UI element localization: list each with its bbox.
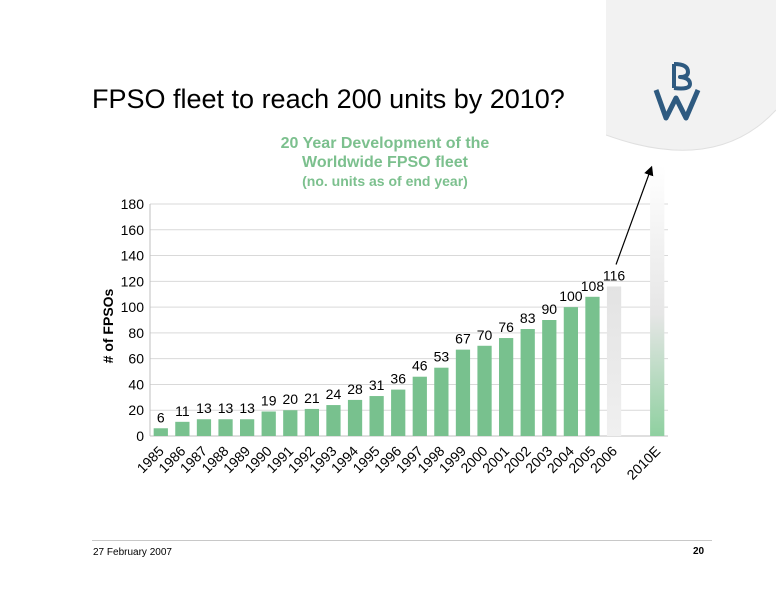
y-tick-label: 160 <box>121 222 145 238</box>
y-tick-label: 120 <box>121 273 145 289</box>
bar-1995 <box>369 396 384 436</box>
data-label-1997: 46 <box>412 358 428 374</box>
data-label-1989: 13 <box>239 400 255 416</box>
data-label-1995: 31 <box>369 377 385 393</box>
data-label-2002: 83 <box>520 310 536 326</box>
bar-1986 <box>175 421 190 436</box>
footer-date: 27 February 2007 <box>93 547 172 558</box>
y-tick-label: 20 <box>128 402 144 418</box>
data-label-1999: 67 <box>455 331 471 347</box>
bar-2004 <box>563 307 578 436</box>
bar-1991 <box>283 410 298 436</box>
y-tick-label: 80 <box>128 325 144 341</box>
data-label-1987: 13 <box>196 400 212 416</box>
slide-title: FPSO fleet to reach 200 units by 2010? <box>92 84 565 114</box>
chart-title-line-2: Worldwide FPSO fleet <box>302 154 468 171</box>
data-label-2005: 108 <box>581 278 605 294</box>
data-label-1985: 6 <box>157 409 165 425</box>
bar-1999 <box>455 349 471 436</box>
chart-subtitle: (no. units as of end year) <box>302 173 468 189</box>
bar-1985 <box>153 428 168 436</box>
data-label-1996: 36 <box>390 371 406 387</box>
bar-2006 <box>606 286 622 436</box>
bar-1993 <box>326 405 341 436</box>
bw-logo <box>653 62 701 121</box>
y-tick-label: 100 <box>121 299 145 315</box>
y-tick-label: 60 <box>128 351 144 367</box>
bar-1988 <box>218 419 233 436</box>
bar-1998 <box>434 367 449 436</box>
bar-1987 <box>196 419 212 436</box>
bar-2002 <box>520 329 535 436</box>
footer-divider <box>92 540 712 541</box>
bar-1990 <box>261 411 276 436</box>
data-label-2004: 100 <box>559 288 583 304</box>
data-label-1986: 11 <box>175 403 190 419</box>
bar-1992 <box>304 408 319 436</box>
y-tick-label: 140 <box>121 248 145 264</box>
bar-1989 <box>240 419 255 436</box>
page-number: 20 <box>693 546 705 557</box>
bar-2003 <box>542 320 557 436</box>
y-tick-label: 180 <box>121 196 145 212</box>
x-tick-label-2010E: 2010E <box>623 443 663 483</box>
data-label-2000: 70 <box>477 327 493 343</box>
data-label-1998: 53 <box>434 349 450 365</box>
data-label-1991: 20 <box>283 391 299 407</box>
bar-2001 <box>499 338 514 436</box>
data-label-1992: 21 <box>304 390 320 406</box>
bar-2000 <box>477 345 492 436</box>
corner-swoosh <box>606 0 776 151</box>
data-label-2006: 116 <box>603 267 626 283</box>
bar-1996 <box>391 389 406 436</box>
y-tick-label: 0 <box>136 428 144 444</box>
data-label-2003: 90 <box>542 301 558 317</box>
bar-2005 <box>585 296 600 436</box>
bar-1994 <box>347 399 363 436</box>
bar-1997 <box>412 376 427 436</box>
projection-arrow <box>615 165 654 265</box>
data-label-1990: 19 <box>261 393 277 409</box>
y-tick-label: 40 <box>128 376 144 392</box>
bar-2010E <box>650 165 665 436</box>
data-label-1994: 28 <box>347 381 363 397</box>
data-label-2001: 76 <box>498 319 514 335</box>
chart-title-line-1: 20 Year Development of the <box>280 135 490 152</box>
data-label-1993: 24 <box>326 386 342 402</box>
data-label-1988: 13 <box>218 400 234 416</box>
